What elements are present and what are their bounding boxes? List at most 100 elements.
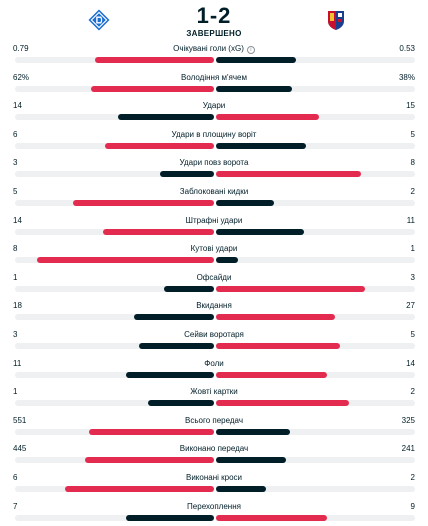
stat-row: 445 Виконано передач 241 <box>0 440 428 469</box>
home-value: 14 <box>13 101 22 111</box>
stat-row: 8 Кутові удари 1 <box>0 240 428 269</box>
away-bar-track <box>216 85 415 92</box>
home-value: 8 <box>13 244 18 254</box>
away-bar-track <box>216 228 415 235</box>
home-value: 14 <box>13 215 22 225</box>
away-value: 14 <box>406 358 415 368</box>
home-bar-fill <box>164 285 214 292</box>
home-bar-fill <box>36 257 214 264</box>
stat-row: 11 Фоли 14 <box>0 355 428 384</box>
away-bar-track <box>216 314 415 321</box>
away-bar-fill <box>216 485 266 492</box>
stat-label: Фоли <box>204 358 224 368</box>
home-bar-track <box>15 428 214 435</box>
home-bar-track <box>15 485 214 492</box>
home-bar-track <box>15 142 214 149</box>
away-value: 0.53 <box>399 44 415 53</box>
stat-row: 1 Офсайди 3 <box>0 269 428 298</box>
match-header: 1-2 ЗАВЕРШЕНО <box>0 0 428 40</box>
stat-row: 5 Заблоковані кидки 2 <box>0 183 428 212</box>
away-bar-fill <box>216 142 306 149</box>
home-value: 3 <box>13 158 18 168</box>
stat-label: Сейви воротаря <box>184 329 244 339</box>
home-bar-fill <box>139 342 214 349</box>
stat-name: Виконано передач <box>0 444 428 453</box>
home-bar-fill <box>148 400 214 407</box>
stat-name: Очікувані голи (xG) i <box>0 44 428 54</box>
stat-name: Жовті картки <box>0 387 428 396</box>
away-bar-fill <box>216 114 320 121</box>
stat-name: Офсайди <box>0 273 428 282</box>
stat-row: 7 Перехоплення 9 <box>0 498 428 526</box>
stat-name: Удари повз ворота <box>0 158 428 167</box>
stat-name: Фоли <box>0 359 428 368</box>
away-bar-track <box>216 428 415 435</box>
away-value: 325 <box>401 415 415 425</box>
home-bar-fill <box>104 142 214 149</box>
away-value: 2 <box>410 387 415 397</box>
stat-name: Кутові удари <box>0 244 428 253</box>
viktoria-plzen-crest-icon[interactable] <box>325 9 347 31</box>
home-bar-track <box>15 85 214 92</box>
stat-name: Володіння м'ячем <box>0 73 428 82</box>
away-bar-track <box>216 199 415 206</box>
away-value: 8 <box>410 158 415 168</box>
away-bar-fill <box>216 85 292 92</box>
away-bar-track <box>216 514 415 521</box>
away-value: 15 <box>406 101 415 111</box>
stat-name: Удари <box>0 101 428 110</box>
home-bar-track <box>15 57 214 63</box>
home-bar-fill <box>118 114 214 121</box>
stat-label: Удари повз ворота <box>179 158 249 168</box>
home-value: 18 <box>13 301 22 311</box>
stat-label: Штрафні удари <box>185 215 243 225</box>
stat-row: 62% Володіння м'ячем 38% <box>0 69 428 98</box>
stat-label: Удари в площину воріт <box>171 129 257 139</box>
away-bar-track <box>216 457 415 464</box>
match-score: 1-2 <box>196 3 232 28</box>
away-value: 1 <box>410 244 415 254</box>
home-bar-track <box>15 400 214 407</box>
stat-name: Штрафні удари <box>0 216 428 225</box>
away-value: 5 <box>410 329 415 339</box>
stat-row: 14 Штрафні удари 11 <box>0 212 428 241</box>
away-bar-track <box>216 285 415 292</box>
away-bar-fill <box>216 57 296 63</box>
home-value: 1 <box>13 272 18 282</box>
stat-label: Офсайди <box>196 272 232 282</box>
home-value: 3 <box>13 329 18 339</box>
home-bar-fill <box>102 228 214 235</box>
home-value: 0.79 <box>13 44 29 53</box>
stat-name: Удари в площину воріт <box>0 130 428 139</box>
stat-name: Виконані кроси <box>0 473 428 482</box>
away-value: 9 <box>410 501 415 511</box>
home-bar-fill <box>94 57 214 63</box>
stat-label: Заблоковані кидки <box>179 186 249 196</box>
home-bar-track <box>15 514 214 521</box>
stat-row: 3 Удари повз ворота 8 <box>0 154 428 183</box>
home-value: 62% <box>13 72 30 82</box>
stat-row: 18 Вкидання 27 <box>0 297 428 326</box>
stat-row: 6 Удари в площину воріт 5 <box>0 126 428 155</box>
home-bar-fill <box>72 199 214 206</box>
stat-name: Всього передач <box>0 416 428 425</box>
home-bar-track <box>15 285 214 292</box>
away-bar-track <box>216 57 415 63</box>
away-bar-fill <box>216 314 336 321</box>
away-bar-track <box>216 257 415 264</box>
home-bar-track <box>15 199 214 206</box>
home-bar-track <box>15 371 214 378</box>
stat-name: Заблоковані кидки <box>0 187 428 196</box>
dynamo-kyiv-crest-icon[interactable] <box>88 9 110 31</box>
info-icon[interactable]: i <box>246 46 255 54</box>
home-value: 1 <box>13 387 18 397</box>
away-bar-fill <box>216 371 328 378</box>
away-bar-fill <box>216 171 362 178</box>
stat-row: 3 Сейви воротаря 5 <box>0 326 428 355</box>
stat-label: Удари <box>202 101 226 111</box>
statistics-list: 0.79 Очікувані голи (xG) i 0.53 62% Володіння… <box>0 40 428 526</box>
home-bar-fill <box>88 428 214 435</box>
stat-label: Володіння м'ячем <box>181 72 247 82</box>
home-bar-track <box>15 342 214 349</box>
away-bar-fill <box>216 400 350 407</box>
